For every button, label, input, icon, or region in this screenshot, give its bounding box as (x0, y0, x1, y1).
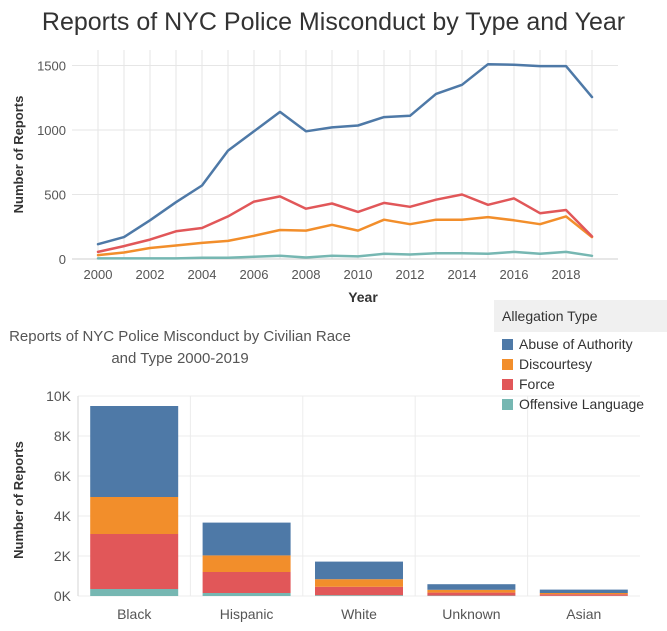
x-tick-label: Asian (566, 606, 601, 622)
legend-swatch (502, 399, 513, 410)
y-tick-label: 6K (54, 468, 72, 484)
legend-label: Force (519, 376, 555, 392)
x-tick-label: Unknown (442, 606, 500, 622)
bar-segment-force (202, 572, 291, 593)
y-tick-label: 500 (44, 187, 66, 202)
bar-segment-abuse-of-authority (427, 584, 516, 590)
bar-segment-abuse-of-authority (90, 406, 179, 497)
legend-item: Force (494, 374, 667, 394)
bar-segment-abuse-of-authority (315, 561, 403, 580)
y-axis-title: Number of Reports (11, 441, 26, 559)
x-tick-label: 2014 (448, 267, 477, 282)
bar-segment-discourtesy (315, 579, 403, 587)
bar-segment-offensive-language (90, 589, 179, 596)
bar-segment-abuse-of-authority (539, 589, 628, 593)
legend-swatch (502, 359, 513, 370)
bar-segment-abuse-of-authority (202, 522, 291, 556)
legend-item: Discourtesy (494, 354, 667, 374)
x-tick-label: 2008 (292, 267, 321, 282)
series-line-force (96, 193, 594, 254)
bar-segment-force (315, 586, 403, 596)
bar-segment-force (90, 534, 179, 589)
y-tick-label: 4K (54, 508, 72, 524)
x-axis-title: Year (348, 289, 378, 305)
x-tick-label: 2010 (344, 267, 373, 282)
y-tick-label: 1000 (37, 123, 66, 138)
x-tick-label: 2000 (84, 267, 113, 282)
bar-segment-offensive-language (315, 595, 403, 596)
bar-segment-discourtesy (539, 593, 628, 595)
legend-label: Discourtesy (519, 356, 593, 372)
x-tick-label: Hispanic (220, 606, 274, 622)
bar-segment-offensive-language (202, 593, 291, 596)
x-tick-label: White (341, 606, 377, 622)
legend-swatch (502, 339, 513, 350)
y-tick-label: 8K (54, 428, 72, 444)
bar-segment-discourtesy (202, 555, 291, 572)
bar-segment-discourtesy (427, 589, 516, 593)
y-axis-title: Number of Reports (11, 96, 26, 214)
bar-segment-force (427, 592, 516, 596)
y-tick-label: 2K (54, 548, 72, 564)
legend: Allegation Type Abuse of Authority Discou… (494, 300, 667, 422)
series-line-discourtesy (96, 215, 594, 257)
x-tick-label: 2006 (240, 267, 269, 282)
legend-item: Abuse of Authority (494, 334, 667, 354)
bar-chart-title: Reports of NYC Police Misconduct by Civi… (9, 328, 351, 367)
line-chart: 0 500 1000 1500 2000 2002 2004 2006 2008 2010 2012… (11, 50, 618, 305)
bar-segment-discourtesy (90, 497, 179, 534)
legend-label: Abuse of Authority (519, 336, 633, 352)
legend-swatch (502, 379, 513, 390)
bar-segment-force (539, 594, 628, 596)
series-line-abuse-of-authority (96, 62, 594, 246)
y-tick-label: 1500 (37, 58, 66, 73)
chart-title: Reports of NYC Police Misconduct by Type… (41, 8, 626, 36)
x-tick-label: 2004 (188, 267, 217, 282)
legend-title: Allegation Type (494, 300, 667, 332)
x-tick-label: 2016 (500, 267, 529, 282)
x-tick-label: Black (117, 606, 152, 622)
y-tick-label: 10K (46, 388, 72, 404)
y-tick-label: 0K (54, 588, 72, 604)
legend-item: Offensive Language (494, 394, 667, 414)
x-tick-label: 2012 (396, 267, 425, 282)
legend-label: Offensive Language (519, 396, 645, 412)
x-tick-label: 2002 (136, 267, 165, 282)
series-line-offensive-language (96, 250, 594, 260)
x-tick-label: 2018 (552, 267, 581, 282)
y-tick-label: 0 (59, 252, 66, 267)
